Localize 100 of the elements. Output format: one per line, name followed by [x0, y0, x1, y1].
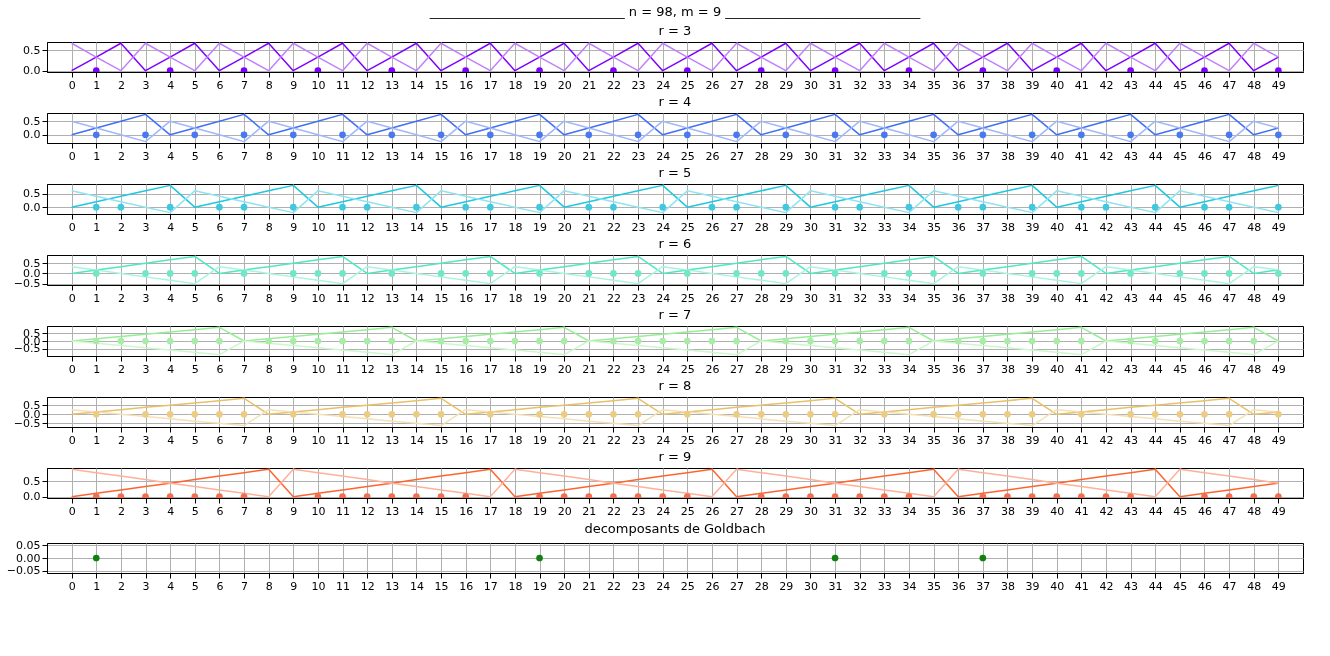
x-tick-label: 14	[409, 433, 424, 447]
x-tick-label: 10	[311, 149, 326, 163]
x-tick-label: 3	[142, 78, 150, 92]
x-tick-label: 2	[117, 149, 125, 163]
x-tick-label: 36	[951, 579, 966, 593]
x-tick-label: 30	[803, 220, 818, 234]
x-tick-label: 38	[1000, 433, 1015, 447]
x-tick-label: 44	[1148, 220, 1163, 234]
x-tick-label: 37	[976, 504, 991, 518]
x-tick-label: 9	[290, 220, 298, 234]
y-tick-label: 0.0	[23, 200, 41, 214]
x-tick-label: 10	[311, 78, 326, 92]
x-tick-label: 10	[311, 291, 326, 305]
x-tick-label: 14	[409, 504, 424, 518]
x-tick-label: 12	[360, 362, 375, 376]
y-tick-label: −0.05	[6, 564, 41, 577]
x-tick-label: 27	[730, 291, 745, 305]
y-tick-label: 0.5	[23, 43, 41, 57]
x-tick-label: 11	[336, 579, 351, 593]
x-tick-label: 20	[557, 579, 572, 593]
x-tick-label: 13	[385, 149, 400, 163]
x-tick-label: 35	[927, 362, 942, 376]
x-tick-label: 33	[877, 433, 892, 447]
x-tick-label: 39	[1025, 362, 1040, 376]
x-tick-label: 47	[1222, 78, 1237, 92]
x-tick-label: 31	[828, 291, 843, 305]
x-tick-label: 12	[360, 149, 375, 163]
x-tick-label: 5	[191, 504, 199, 518]
chart-title: r = 6	[658, 236, 692, 251]
x-tick-label: 41	[1074, 504, 1089, 518]
x-tick-label: 21	[582, 504, 597, 518]
x-tick-label: 30	[803, 78, 818, 92]
x-tick-label: 45	[1173, 78, 1188, 92]
x-tick-label: 7	[241, 220, 249, 234]
x-tick-label: 5	[191, 220, 199, 234]
line-series	[70, 468, 1280, 498]
x-tick-label: 45	[1173, 149, 1188, 163]
x-tick-label: 29	[779, 579, 794, 593]
x-tick-label: 25	[680, 149, 695, 163]
x-tick-label: 36	[951, 433, 966, 447]
x-tick-label: 7	[241, 291, 249, 305]
x-tick-label: 0	[68, 504, 76, 518]
x-tick-label: 18	[508, 220, 523, 234]
x-tick-label: 20	[557, 504, 572, 518]
x-tick-label: 4	[167, 78, 175, 92]
x-tick-label: 22	[606, 433, 621, 447]
x-tick-label: 39	[1025, 78, 1040, 92]
x-tick-label: 27	[730, 362, 745, 376]
x-tick-label: 24	[656, 433, 671, 447]
x-tick-label: 11	[336, 220, 351, 234]
x-tick-label: 26	[705, 220, 720, 234]
x-tick-label: 12	[360, 78, 375, 92]
x-tick-label: 17	[483, 220, 498, 234]
y-tick-label: 0.00	[16, 551, 41, 565]
x-tick-label: 17	[483, 579, 498, 593]
x-tick-label: 39	[1025, 433, 1040, 447]
x-tick-label: 21	[582, 220, 597, 234]
x-tick-label: 0	[68, 149, 76, 163]
x-tick-label: 4	[167, 579, 175, 593]
x-tick-label: 29	[779, 362, 794, 376]
x-tick-label: 22	[606, 504, 621, 518]
x-tick-label: 4	[167, 362, 175, 376]
x-tick-label: 10	[311, 579, 326, 593]
x-tick-label: 15	[434, 362, 449, 376]
x-tick-label: 37	[976, 149, 991, 163]
x-tick-label: 49	[1271, 291, 1286, 305]
x-tick-label: 6	[216, 149, 224, 163]
x-tick-label: 0	[68, 291, 76, 305]
x-tick-label: 41	[1074, 579, 1089, 593]
x-tick-label: 40	[1050, 149, 1065, 163]
x-tick-label: 0	[68, 433, 76, 447]
x-tick-label: 5	[191, 579, 199, 593]
x-tick-label: 43	[1124, 362, 1139, 376]
x-tick-label: 13	[385, 362, 400, 376]
x-tick-label: 5	[191, 433, 199, 447]
x-tick-label: 13	[385, 291, 400, 305]
x-tick-label: 12	[360, 433, 375, 447]
x-tick-label: 10	[311, 433, 326, 447]
x-tick-label: 13	[385, 78, 400, 92]
x-tick-label: 36	[951, 149, 966, 163]
x-tick-label: 38	[1000, 149, 1015, 163]
chart-title: r = 4	[658, 94, 692, 109]
chart-title: decomposants de Goldbach	[584, 520, 766, 536]
chart-title: r = 7	[658, 307, 692, 322]
x-tick-label: 28	[754, 433, 769, 447]
x-tick-label: 46	[1197, 504, 1212, 518]
x-tick-label: 33	[877, 78, 892, 92]
x-tick-label: 9	[290, 291, 298, 305]
x-tick-label: 47	[1222, 433, 1237, 447]
x-tick-label: 37	[976, 433, 991, 447]
x-tick-label: 42	[1099, 149, 1114, 163]
x-tick-label: 25	[680, 433, 695, 447]
y-tick-label: −0.5	[13, 416, 41, 430]
y-tick-label: 0.5	[23, 114, 41, 128]
x-tick-label: 41	[1074, 220, 1089, 234]
x-tick-label: 15	[434, 504, 449, 518]
x-tick-label: 43	[1124, 220, 1139, 234]
x-tick-label: 8	[265, 579, 273, 593]
x-tick-label: 12	[360, 220, 375, 234]
x-tick-label: 19	[533, 291, 548, 305]
